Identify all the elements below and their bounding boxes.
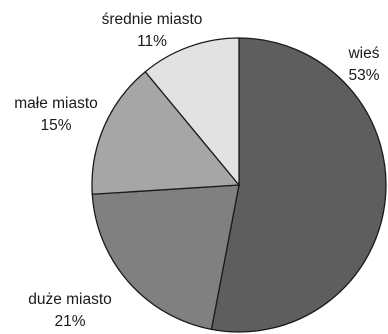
pie-slice-duze-miasto [91, 184, 240, 331]
pie-slice-male-miasto [91, 70, 241, 195]
slice-label-wies: wieś [347, 45, 379, 62]
pie-slice-srednie-miasto [144, 37, 240, 187]
slice-value-duze-miasto: 21% [54, 313, 85, 330]
pie-slice-wies [210, 37, 387, 333]
slice-value-srednie-miasto: 11% [137, 33, 167, 50]
slice-value-male-miasto: 15% [40, 117, 71, 134]
slice-label-srednie-miasto: średnie miasto [102, 11, 203, 28]
slice-label-duze-miasto: duże miasto [28, 291, 112, 308]
slice-label-male-miasto: małe miasto [14, 95, 98, 112]
slice-value-wies: 53% [348, 67, 379, 84]
pie-slices [91, 37, 387, 333]
